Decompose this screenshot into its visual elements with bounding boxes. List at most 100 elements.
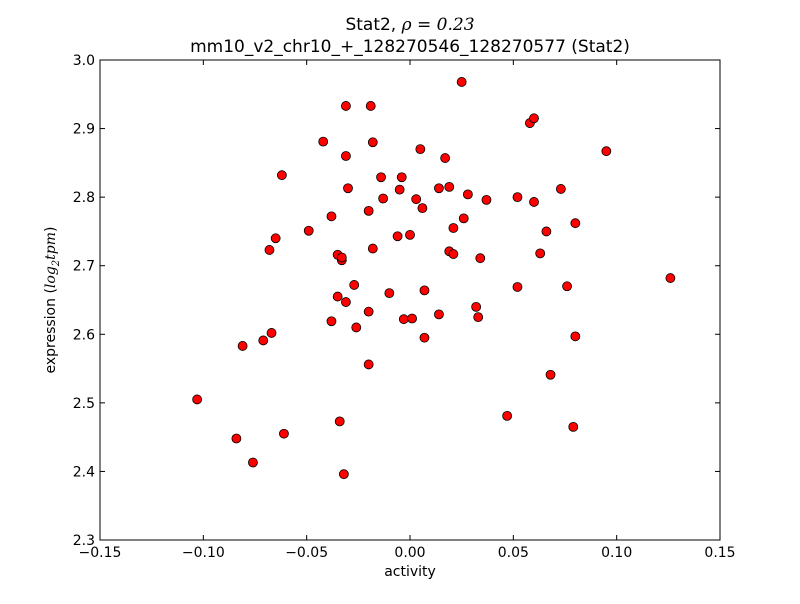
data-point [419,332,430,343]
chart-title-rho: ρ = 0.23 [401,15,475,35]
data-point [266,328,277,338]
data-point [405,229,415,240]
data-point [326,211,337,222]
data-point [264,245,275,255]
data-point [363,205,374,216]
data-point [502,410,513,421]
data-point [367,137,378,148]
chart-title-prefix: Stat2, [345,15,401,35]
data-point [475,253,486,264]
data-point [341,151,351,161]
data-point [384,288,395,299]
data-point [601,146,612,157]
y-tick-label: 3.0 [73,53,95,69]
data-point [303,225,314,236]
data-point [351,322,362,333]
data-point [231,433,242,444]
data-point [434,309,444,320]
data-point [471,301,482,312]
y-axis-label-suffix: ) [43,226,59,231]
data-point [462,189,473,200]
data-point [481,194,492,205]
y-tick-label: 2.5 [73,396,95,412]
data-point [318,136,329,147]
chart-title-line1: Stat2, ρ = 0.23 [345,15,474,35]
data-point [338,469,349,480]
data-point [332,291,343,302]
data-point [456,77,467,87]
data-point [448,223,459,233]
y-axis-label-sub: 2 [51,260,62,267]
data-point [396,172,407,183]
data-point [276,170,287,181]
data-point [363,306,374,317]
data-point [415,144,426,155]
y-tick-label: 2.4 [73,464,95,480]
data-point [407,313,417,324]
x-tick-label: 0.15 [704,545,735,561]
data-point [378,193,389,204]
x-tick-label: −0.10 [182,545,225,561]
data-point [326,316,337,327]
data-point [444,181,455,192]
data-point [392,231,403,242]
y-axis-ticks: 2.3 2.4 2.5 2.6 2.7 2.8 2.9 3.0 [73,53,720,549]
data-point [417,203,428,214]
y-axis-label-log: log [43,266,59,288]
x-tick-label: 0.05 [498,545,529,561]
data-point [349,280,360,290]
data-point [341,101,351,111]
data-point [365,101,376,111]
data-point [512,192,523,203]
data-point [434,183,444,194]
data-point [363,359,374,370]
y-axis-label: expression (log2tpm) [43,226,62,373]
data-point [570,218,581,229]
data-point [562,281,572,292]
data-point [570,331,581,342]
chart-title-line2: mm10_v2_chr10_+_128270546_128270577 (Sta… [190,37,630,57]
y-axis-label-prefix: expression ( [43,288,59,373]
data-point [568,421,579,432]
data-point [258,335,269,346]
data-point [341,297,351,307]
x-tick-label: −0.15 [79,545,122,561]
y-tick-label: 2.6 [73,327,95,343]
data-point [665,273,676,283]
x-axis-label: activity [384,564,436,580]
data-point [419,285,430,296]
data-point [473,312,484,323]
x-tick-label: 0.00 [394,545,425,561]
data-point [541,226,552,237]
data-point [529,113,539,124]
data-point [367,243,378,254]
data-point [279,428,289,439]
data-point [237,341,248,351]
data-point [555,184,566,194]
data-point [448,249,459,259]
x-tick-label: 0.10 [601,545,632,561]
data-point [334,416,345,427]
data-point [535,248,546,259]
data-point [336,252,347,263]
data-point [343,183,353,194]
data-point [192,394,203,405]
data-point [411,194,422,205]
data-point [394,184,405,195]
data-point [458,213,469,224]
plot-area [99,59,721,541]
x-tick-label: −0.05 [285,545,328,561]
data-point [529,197,539,207]
data-point [248,457,258,468]
data-point [545,369,556,380]
data-point [440,153,451,163]
y-tick-label: 2.9 [73,122,95,138]
data-point [512,282,523,292]
data-points [192,77,676,480]
data-point [270,233,281,244]
x-axis-ticks: −0.15 −0.10 −0.05 0.00 0.05 0.10 0.15 [79,60,736,561]
data-point [398,314,409,325]
y-tick-label: 2.8 [73,190,95,206]
